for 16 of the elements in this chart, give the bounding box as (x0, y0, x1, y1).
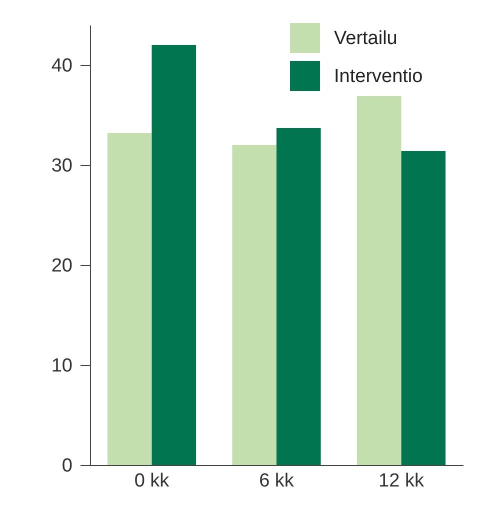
x-tick-label: 6 kk (259, 470, 294, 492)
bar (276, 128, 321, 465)
bar (107, 133, 152, 465)
y-tick-label: 0 (62, 456, 72, 476)
y-tick-label: 40 (51, 56, 72, 76)
x-tick-label: 12 kk (378, 470, 424, 492)
legend-label: Interventio (334, 66, 423, 87)
x-tick-label: 0 kk (134, 470, 170, 492)
bar (232, 145, 276, 465)
y-tick-label: 10 (51, 356, 72, 376)
bar (401, 151, 446, 465)
y-tick-label: 20 (51, 256, 72, 276)
bar (152, 45, 196, 465)
legend-label: Vertailu (334, 28, 398, 49)
y-tick-label: 30 (51, 156, 72, 176)
bar (356, 96, 402, 465)
